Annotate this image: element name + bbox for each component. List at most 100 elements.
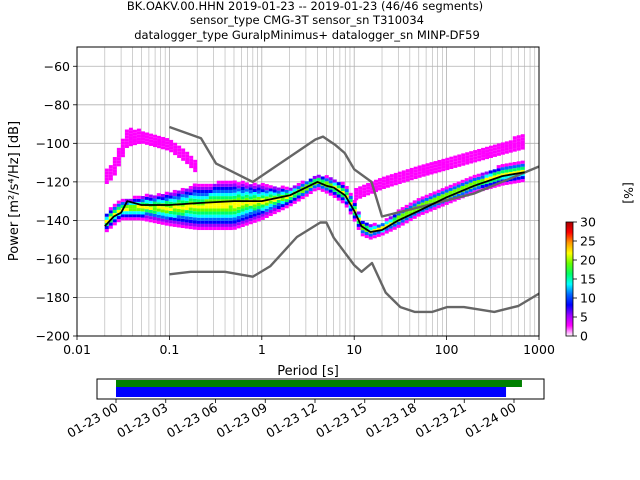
density-cell (232, 189, 237, 193)
density-cell (425, 169, 430, 173)
density-cell (176, 196, 181, 200)
density-cell (484, 171, 489, 175)
density-cell (220, 196, 225, 200)
density-cell (420, 211, 425, 215)
density-cell (236, 222, 241, 226)
density-cell (196, 183, 201, 187)
density-cell (128, 211, 133, 215)
density-cell (284, 199, 289, 203)
density-cell (200, 189, 205, 194)
density-cell (116, 200, 121, 204)
density-cell (160, 197, 165, 201)
density-cell (172, 208, 177, 212)
density-cell (432, 206, 437, 210)
density-cell (148, 213, 153, 217)
density-cell (392, 214, 397, 218)
density-cell (476, 186, 481, 190)
density-cell (120, 151, 125, 155)
density-cell (212, 193, 217, 197)
density-cell (140, 211, 145, 215)
density-cell (488, 176, 493, 180)
density-cell (421, 167, 426, 171)
density-cell (354, 197, 359, 201)
high-noise-model-line (168, 125, 540, 218)
density-cell (354, 191, 359, 195)
density-cell (208, 189, 213, 194)
density-cell (136, 128, 141, 132)
density-cell (489, 151, 493, 155)
density-cell (192, 214, 197, 218)
density-cell (232, 192, 237, 196)
density-cell (220, 183, 225, 187)
density-cell (504, 141, 509, 145)
density-cell (453, 155, 458, 159)
density-cell (374, 185, 378, 189)
density-cell (180, 215, 185, 219)
density-cell (164, 200, 169, 205)
density-cell (161, 143, 166, 147)
density-cell (516, 138, 521, 142)
density-cell (128, 214, 133, 218)
density-cell (224, 193, 229, 197)
density-cell (188, 185, 193, 190)
density-cell (157, 145, 162, 149)
density-cell (485, 146, 490, 150)
density-cell (144, 218, 149, 222)
density-cell (256, 196, 261, 200)
density-cell (360, 224, 365, 228)
y-tick-label: −120 (36, 174, 70, 189)
density-cell (256, 206, 261, 210)
density-cell (228, 193, 233, 197)
density-cell (372, 222, 377, 226)
density-cell (380, 229, 385, 233)
density-cell (292, 188, 297, 192)
density-cell (136, 140, 141, 145)
density-cell (512, 142, 517, 146)
density-cell (449, 165, 454, 169)
density-cell (161, 146, 166, 150)
density-cell (496, 165, 501, 169)
density-cell (268, 209, 273, 213)
density-cell (500, 182, 505, 186)
density-cell (128, 133, 133, 137)
density-cell (196, 220, 201, 224)
density-cell (372, 232, 377, 236)
density-cell (504, 172, 509, 176)
density-cell (456, 181, 461, 185)
density-cell (376, 233, 381, 237)
density-cell (192, 220, 197, 224)
density-cell (308, 187, 313, 191)
density-cell (304, 190, 309, 194)
density-cell (180, 194, 185, 198)
density-cell (256, 209, 261, 213)
density-cell (252, 185, 257, 189)
density-cell (136, 131, 141, 135)
density-cell (485, 152, 490, 157)
density-cell (177, 151, 182, 155)
density-cell (452, 183, 457, 187)
density-cell (364, 234, 369, 239)
density-cell (172, 193, 177, 197)
density-cell (348, 208, 353, 212)
density-cell (216, 196, 221, 200)
density-cell (516, 144, 521, 148)
density-cell (416, 207, 421, 211)
density-cell (188, 216, 193, 220)
density-cell (496, 183, 501, 187)
density-cell (268, 200, 273, 204)
density-cell (112, 219, 117, 223)
density-cell (368, 227, 373, 231)
density-cell (364, 222, 369, 226)
density-cell (236, 209, 241, 213)
density-cell (212, 217, 217, 221)
density-cell (216, 199, 221, 203)
density-cell (220, 193, 225, 197)
colorbar-scale (565, 221, 574, 337)
density-cell (172, 199, 177, 203)
density-cell (112, 216, 117, 220)
density-cell (488, 182, 493, 186)
density-cell (264, 196, 269, 200)
density-cell (152, 213, 157, 217)
density-cell (236, 188, 241, 192)
